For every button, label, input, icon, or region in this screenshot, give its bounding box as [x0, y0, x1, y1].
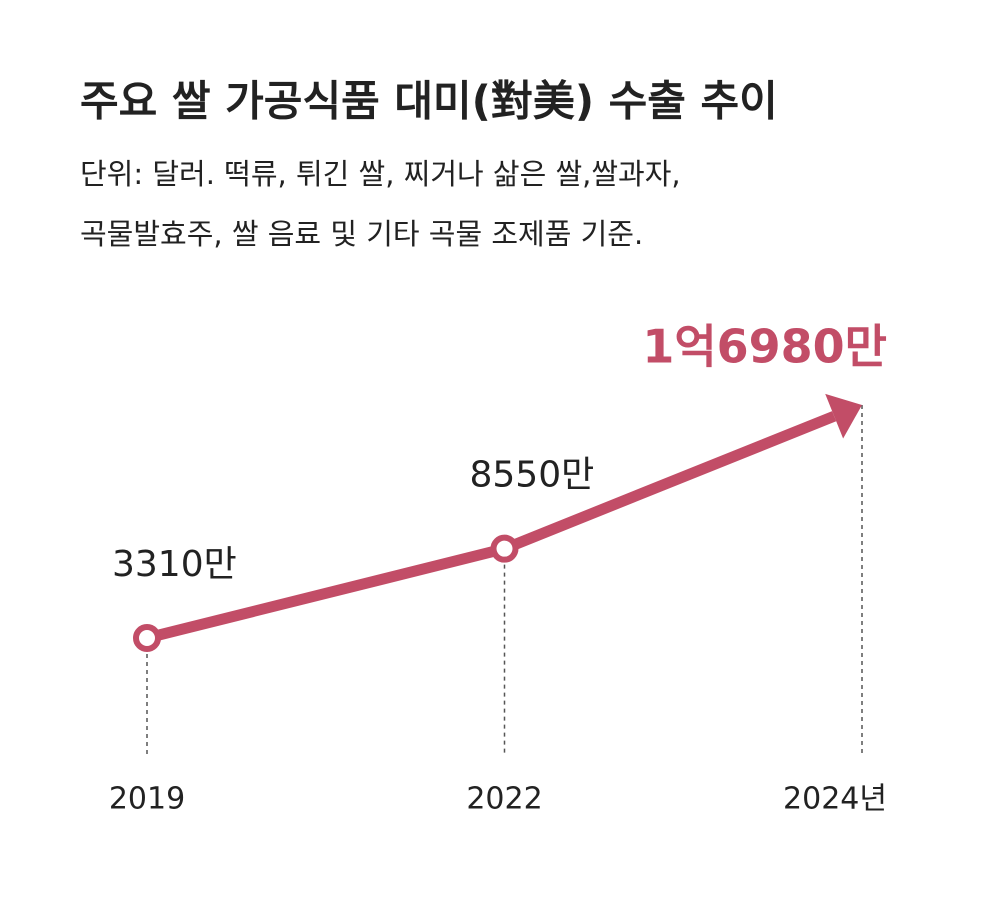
chart-subtitle: 곡물발효주, 쌀 음료 및 기타 곡물 조제품 기준. — [80, 217, 643, 251]
value-label: 8550만 — [470, 455, 595, 496]
data-point — [490, 534, 519, 563]
x-tick-label: 2024년 — [783, 782, 887, 817]
chart-subtitle: 단위: 달러. 떡류, 튀긴 쌀, 찌거나 삶은 쌀,쌀과자, — [80, 157, 681, 191]
data-point — [133, 624, 161, 652]
value-label: 3310만 — [112, 544, 237, 585]
x-tick-label: 2022 — [466, 782, 542, 817]
chart-title: 주요 쌀 가공식품 대미(對美) 수출 추이 — [80, 77, 778, 126]
data-line — [145, 411, 837, 644]
arrow-head — [825, 393, 862, 439]
x-tick-label: 2019 — [109, 782, 185, 817]
highlight-label: 1억6980만 — [642, 320, 887, 374]
